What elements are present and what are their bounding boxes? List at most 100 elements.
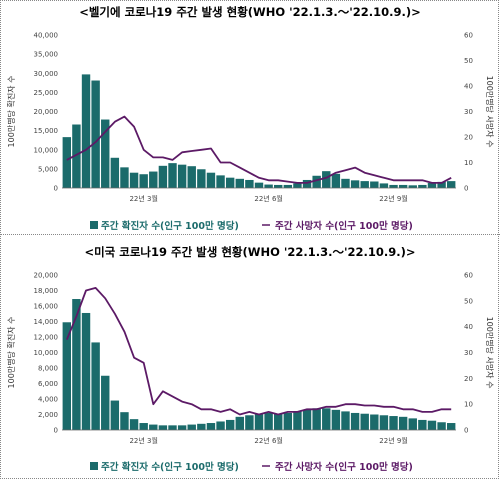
bar [312, 408, 321, 430]
y-left-tick-label: 18,000 [34, 287, 59, 295]
y-left-tick-label: 0 [54, 185, 58, 193]
y-left-axis-title: 100만명당 확진자 수 [6, 76, 16, 148]
legend-label-deaths: 주간 사망자 수(인구 100만 명당) [275, 220, 413, 232]
bar [177, 164, 187, 188]
legend-swatch-cases [90, 221, 98, 229]
y-right-tick-label: 10 [464, 159, 473, 167]
bar [370, 414, 379, 430]
bar [254, 413, 264, 430]
usa-chart: <미국 코로나19 주간 발생 현황(WHO '22.1.3.～'22.10.9… [6, 245, 495, 473]
bar [72, 299, 81, 430]
x-tick-label: 22년 6월 [254, 436, 282, 445]
y-left-tick-label: 30,000 [34, 70, 59, 78]
x-tick-label: 22년 6월 [254, 194, 282, 203]
bar [274, 184, 283, 188]
legend-label-cases: 주간 확진자 수(인구 100만 명당) [101, 220, 239, 232]
bar [389, 184, 398, 188]
bar [110, 157, 120, 188]
y-left-tick-label: 2,000 [38, 411, 58, 419]
bar [62, 137, 72, 188]
y-right-tick-label: 50 [464, 57, 473, 65]
y-left-tick-label: 16,000 [34, 303, 59, 311]
bar [129, 172, 139, 188]
bar [101, 375, 110, 430]
bar [177, 425, 187, 430]
bar [446, 181, 456, 188]
y-right-tick-label: 30 [464, 108, 473, 116]
chart-legend: 주간 확진자 수(인구 100만 명당) 주간 사망자 수(인구 100만 명당) [90, 220, 413, 232]
bar [62, 322, 72, 430]
bar [283, 184, 293, 188]
bar [293, 183, 302, 188]
y-left-tick-label: 35,000 [34, 51, 59, 59]
bar [293, 411, 302, 430]
x-tick-label: 22년 3월 [129, 194, 157, 203]
x-tick-label: 22년 3월 [129, 436, 157, 445]
bar [245, 179, 254, 188]
bar [350, 412, 360, 430]
bar [254, 182, 264, 188]
bar [302, 409, 312, 430]
y-left-tick-label: 12,000 [34, 334, 59, 342]
bar [427, 183, 437, 188]
bar [81, 312, 91, 430]
bar [408, 185, 417, 188]
legend-label-cases: 주간 확진자 수(인구 100만 명당) [101, 461, 239, 473]
bar [225, 419, 235, 430]
bar [225, 177, 235, 188]
y-left-tick-label: 15,000 [34, 127, 59, 135]
y-right-tick-label: 20 [464, 134, 473, 142]
y-right-tick-label: 40 [464, 323, 473, 331]
bar [72, 124, 81, 188]
bar [81, 74, 91, 188]
y-left-tick-label: 0 [54, 427, 58, 435]
y-left-tick-label: 10,000 [34, 349, 59, 357]
bar [418, 184, 427, 188]
belgium-chart: <벨기에 코로나19 주간 발생 현황(WHO '22.1.3.～'22.10.… [6, 5, 495, 232]
bar [322, 171, 331, 188]
bar [206, 172, 216, 188]
bar [398, 184, 408, 188]
bar [437, 181, 446, 188]
y-left-tick-label: 14,000 [34, 318, 59, 326]
legend-swatch-cases [90, 462, 98, 470]
bar [322, 408, 331, 430]
bar [206, 423, 216, 430]
bar [350, 180, 360, 188]
bar [331, 173, 341, 188]
bar [360, 181, 369, 188]
y-left-tick-label: 5,000 [38, 165, 58, 173]
bar [235, 178, 244, 188]
bar [341, 411, 350, 430]
chart-title: <미국 코로나19 주간 발생 현황(WHO '22.1.3.～'22.10.9… [84, 245, 415, 259]
bar [197, 423, 206, 430]
bar [187, 166, 196, 188]
bar [129, 419, 139, 430]
bar [360, 413, 369, 430]
bar [149, 424, 158, 430]
bar [149, 171, 158, 188]
y-right-axis-title: 100만명당 사망자 수 [485, 76, 495, 148]
y-right-tick-label: 0 [464, 185, 468, 193]
y-left-tick-label: 40,000 [34, 32, 59, 40]
bar [245, 415, 254, 430]
bar [264, 184, 273, 188]
bar [264, 412, 273, 430]
death-series-line [66, 115, 452, 184]
x-tick-label: 22년 9월 [379, 436, 407, 445]
bar [418, 419, 427, 430]
death-series-line [65, 287, 452, 416]
y-left-tick-label: 25,000 [34, 89, 59, 97]
bar [91, 342, 100, 430]
bar [398, 416, 408, 430]
y-right-tick-label: 20 [464, 375, 473, 383]
bar [216, 421, 225, 430]
y-left-tick-label: 10,000 [34, 146, 59, 154]
bar [408, 418, 417, 430]
bar [389, 416, 398, 430]
x-tick-label: 22년 9월 [379, 194, 407, 203]
y-left-tick-label: 20,000 [34, 108, 59, 116]
y-right-tick-label: 60 [464, 32, 473, 40]
bar [370, 181, 379, 188]
